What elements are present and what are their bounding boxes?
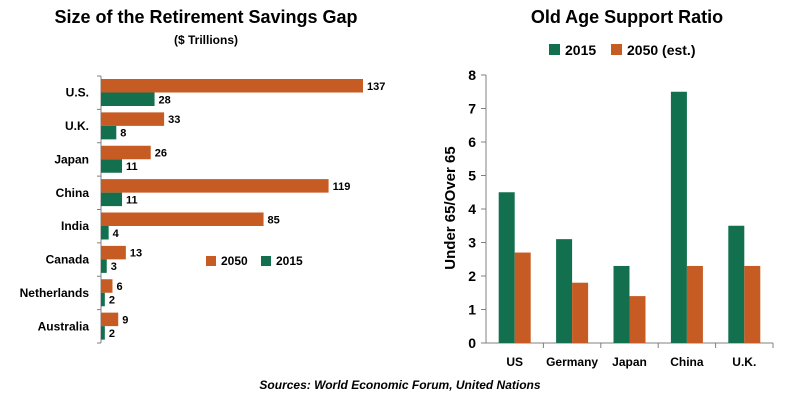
bar-2050-germany — [572, 282, 589, 343]
value-label-2015: 11 — [126, 194, 138, 206]
value-label-2050: 33 — [168, 114, 180, 126]
bar-2050-canada — [101, 245, 126, 260]
savings-gap-chart: Size of the Retirement Savings Gap ($ Tr… — [20, 7, 385, 344]
bar-2050-china — [101, 179, 329, 193]
bar-2050-u-k — [744, 265, 761, 343]
category-label: Japan — [54, 152, 89, 166]
value-label-2015: 8 — [120, 128, 126, 140]
bar-2050-australia — [101, 312, 119, 327]
legend-swatch-2015 — [549, 44, 560, 55]
y-tick-label: 7 — [468, 101, 476, 117]
bar-2015-china — [670, 91, 687, 343]
value-label-2015: 4 — [113, 228, 120, 240]
bar-2015-canada — [101, 259, 107, 273]
bar-2015-germany — [556, 239, 573, 343]
y-tick-label: 2 — [468, 268, 476, 284]
bar-2015-u-k — [101, 125, 117, 140]
y-tick-label: 6 — [468, 134, 476, 150]
y-axis-title: Under 65/Over 65 — [442, 146, 459, 269]
bar-2050-india — [101, 212, 264, 226]
savings-gap-subtitle: ($ Trillions) — [174, 33, 238, 47]
bar-2050-netherlands — [101, 279, 113, 293]
value-label-2015: 2 — [109, 328, 115, 340]
support-ratio-legend: 2015 2050 (est.) — [549, 42, 695, 58]
bar-2015-india — [101, 226, 109, 240]
bar-2015-japan — [101, 159, 123, 173]
bar-2015-japan — [613, 265, 630, 343]
legend-swatch-2015 — [261, 256, 271, 266]
legend-swatch-2050 — [206, 256, 216, 266]
category-label: Canada — [46, 253, 90, 267]
value-label-2050: 119 — [333, 181, 351, 193]
y-tick-label: 0 — [468, 335, 476, 351]
x-tick-label: U.K. — [732, 355, 756, 369]
legend-label-2050-est: 2050 (est.) — [627, 42, 695, 58]
x-tick-label: US — [506, 355, 523, 369]
bar-2050-japan — [101, 145, 151, 160]
x-tick-label: Japan — [612, 355, 647, 369]
value-label-2015: 3 — [111, 261, 117, 273]
y-tick-label: 3 — [468, 235, 476, 251]
bar-2015-u-k — [728, 225, 745, 343]
category-label: India — [61, 219, 89, 233]
bar-2015-china — [101, 192, 123, 207]
bar-2050-us — [514, 252, 531, 343]
y-tick-label: 1 — [468, 302, 476, 318]
value-label-2050: 85 — [268, 214, 280, 226]
bar-2050-u-k — [101, 112, 165, 126]
bar-2050-china — [686, 265, 703, 343]
bar-2015-netherlands — [101, 292, 105, 307]
value-label-2015: 28 — [159, 94, 171, 106]
value-label-2050: 9 — [122, 314, 128, 326]
x-tick-label: Germany — [546, 355, 598, 369]
category-label: U.K. — [65, 119, 89, 133]
support-ratio-chart: Old Age Support Ratio 2015 2050 (est.) U… — [442, 7, 774, 369]
bar-2015-u-s — [101, 92, 155, 106]
y-tick-label: 8 — [468, 67, 476, 83]
bar-2050-japan — [629, 296, 646, 343]
bar-2015-us — [498, 192, 515, 343]
y-tick-label: 4 — [468, 201, 476, 217]
value-label-2050: 26 — [155, 148, 167, 160]
category-label: China — [56, 186, 90, 200]
savings-gap-legend: 2050 2015 — [206, 254, 303, 268]
category-label: Australia — [38, 319, 90, 333]
value-label-2050: 6 — [116, 281, 122, 293]
y-tick-label: 5 — [468, 168, 476, 184]
category-label: Netherlands — [20, 286, 90, 300]
savings-gap-title: Size of the Retirement Savings Gap — [54, 7, 357, 27]
value-label-2050: 13 — [130, 248, 142, 260]
value-label-2015: 2 — [109, 295, 115, 307]
support-ratio-title: Old Age Support Ratio — [531, 7, 723, 27]
legend-label-2015: 2015 — [276, 254, 303, 268]
value-label-2015: 11 — [126, 161, 138, 173]
category-label: U.S. — [66, 86, 89, 100]
value-label-2050: 137 — [367, 81, 385, 93]
legend-label-2050: 2050 — [221, 254, 248, 268]
bar-2015-australia — [101, 326, 105, 340]
source-note: Sources: World Economic Forum, United Na… — [259, 378, 541, 392]
bar-2050-u-s — [101, 79, 363, 93]
x-tick-label: China — [670, 355, 704, 369]
savings-gap-plot: 13728U.S.338U.K.2611Japan11911China854In… — [20, 75, 385, 344]
legend-swatch-2050 — [611, 44, 622, 55]
support-ratio-plot: 0 1 2 3 4 5 6 7 8 US Germany Japan China U.K. — [468, 67, 774, 369]
legend-label-2015: 2015 — [565, 42, 596, 58]
